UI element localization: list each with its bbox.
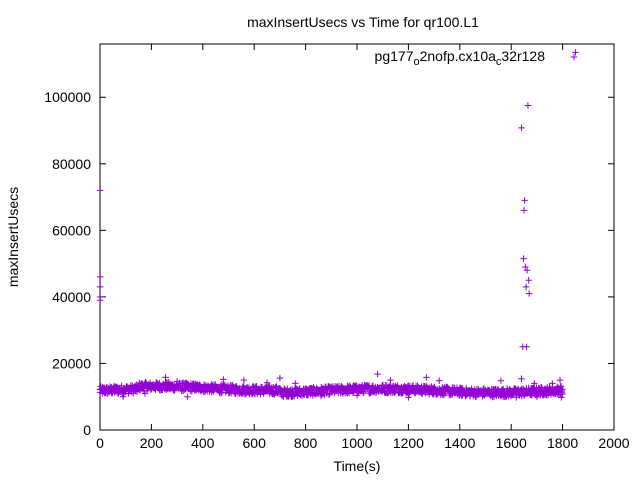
- data-point: [276, 374, 284, 382]
- legend: pg177o2nofp.cx10ac32r128: [375, 48, 578, 68]
- chart-title: maxInsertUsecs vs Time for qr100.L1: [247, 14, 479, 30]
- data-point: [387, 376, 394, 384]
- data-point: [525, 290, 533, 297]
- data-point: [97, 187, 104, 194]
- plot-frame: [99, 43, 615, 431]
- x-tick-label: 400: [191, 435, 215, 451]
- x-tick-label: 800: [294, 435, 318, 451]
- y-tick-label: 0: [83, 422, 91, 438]
- data-point: [97, 273, 104, 281]
- data-point: [549, 380, 556, 387]
- data-point: [558, 387, 566, 395]
- y-tick-label: 40000: [52, 289, 91, 305]
- data-point: [524, 102, 532, 109]
- data-point: [518, 124, 525, 132]
- legend-text-part: 2nofp.cx10a: [420, 48, 496, 64]
- data-point: [480, 385, 488, 392]
- y-axis-label: maxInsertUsecs: [5, 187, 21, 287]
- data-point: [431, 383, 438, 391]
- data-point: [497, 377, 505, 384]
- data-point: [522, 263, 529, 271]
- x-tick-label: 2000: [598, 435, 629, 451]
- data-point: [217, 389, 225, 397]
- x-axis-label: Time(s): [334, 458, 381, 474]
- data-point: [521, 197, 528, 204]
- data-point: [506, 386, 514, 394]
- data-point: [272, 383, 279, 391]
- legend-marker: [570, 53, 578, 61]
- data-point: [556, 376, 564, 384]
- legend-label: pg177o2nofp.cx10ac32r128: [375, 48, 546, 68]
- data-point: [208, 389, 215, 396]
- data-point: [557, 382, 565, 390]
- data-point: [286, 389, 293, 396]
- data-point: [572, 49, 579, 56]
- data-point: [525, 277, 532, 284]
- x-tick-label: 1600: [496, 435, 527, 451]
- y-tick-label: 80000: [52, 156, 91, 172]
- x-tick-label: 1000: [341, 435, 372, 451]
- x-tick-label: 1400: [444, 435, 475, 451]
- legend-text-part: 32r128: [501, 48, 545, 64]
- data-point: [558, 394, 565, 401]
- data-point: [522, 283, 530, 291]
- x-tick-label: 1800: [547, 435, 578, 451]
- legend-subscript: o: [413, 56, 419, 68]
- data-point: [423, 374, 430, 381]
- data-point: [394, 382, 401, 389]
- data-point: [430, 385, 438, 392]
- data-point: [220, 376, 227, 383]
- data-point: [173, 378, 181, 385]
- data-point: [531, 380, 538, 387]
- legend-marker-glyph: [570, 53, 578, 61]
- data-point: [170, 387, 178, 394]
- data-point: [533, 393, 541, 400]
- x-tick-label: 600: [243, 435, 267, 451]
- y-tick-label: 100000: [44, 89, 91, 105]
- data-point: [284, 385, 291, 392]
- data-point: [317, 392, 325, 400]
- data-point: [263, 379, 271, 386]
- data-point: [119, 393, 127, 400]
- data-point: [162, 374, 169, 381]
- data-point: [559, 390, 566, 398]
- data-points: [96, 49, 579, 401]
- data-point: [513, 394, 520, 401]
- data-point: [142, 378, 149, 386]
- data-point: [520, 255, 527, 262]
- data-point: [352, 382, 360, 389]
- y-tick-label: 20000: [52, 355, 91, 371]
- data-point: [374, 370, 381, 378]
- legend-subscript: c: [496, 56, 502, 68]
- data-point: [97, 283, 104, 291]
- data-point: [523, 343, 530, 351]
- data-point: [518, 375, 525, 382]
- data-point: [523, 267, 531, 274]
- legend-text-part: pg177: [375, 48, 414, 64]
- y-tick-label: 60000: [52, 222, 91, 238]
- data-point: [506, 386, 513, 393]
- data-point: [360, 389, 367, 397]
- data-point: [392, 388, 399, 395]
- data-point: [353, 392, 361, 399]
- x-axis: 0 200 400 600 800 1000 1200 1400 1600 1800 2000: [96, 44, 630, 451]
- data-point: [107, 384, 114, 391]
- x-tick-label: 0: [96, 435, 104, 451]
- data-point: [97, 297, 104, 304]
- plot-border: [99, 43, 615, 431]
- x-tick-label: 200: [140, 435, 164, 451]
- data-point: [240, 376, 248, 384]
- data-point: [184, 393, 191, 400]
- data-point: [520, 207, 528, 214]
- data-point: [466, 392, 474, 400]
- data-point: [405, 394, 412, 401]
- data-point: [141, 390, 149, 397]
- y-axis: 0 20000 40000 60000 80000 100000: [44, 89, 614, 438]
- x-tick-label: 1200: [393, 435, 424, 451]
- data-point: [436, 377, 443, 384]
- data-point: [253, 383, 260, 390]
- data-point: [292, 380, 299, 387]
